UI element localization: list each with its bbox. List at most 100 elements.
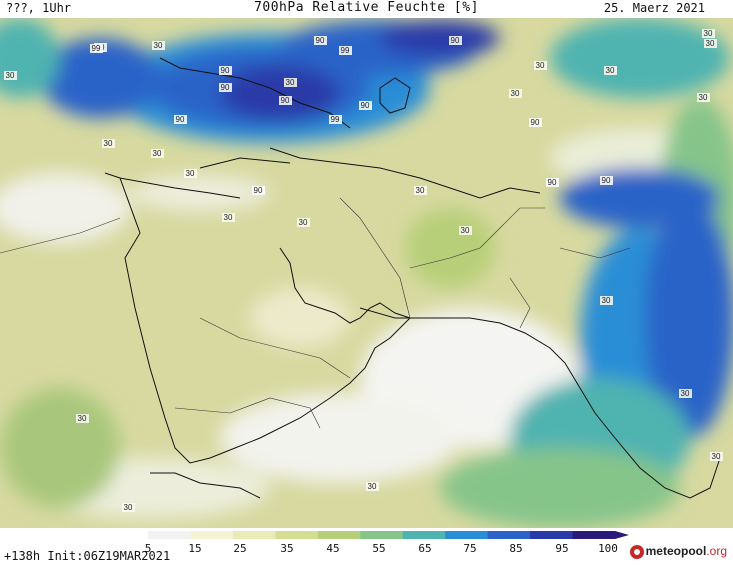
contour-label: 30 (699, 93, 708, 102)
contour-label: 90 (176, 115, 185, 124)
humidity-field (0, 18, 733, 528)
contour-label: 30 (706, 39, 715, 48)
contour-label: 30 (416, 186, 425, 195)
colorbar-label: 35 (280, 542, 294, 555)
colorbar-swatch (402, 531, 446, 539)
colorbar-swatch (360, 531, 404, 539)
contour-label-bg (534, 61, 547, 70)
contour-label-bg (184, 169, 197, 178)
colorbar-label: 85 (509, 542, 523, 555)
contour-label-bg (152, 41, 165, 50)
contour-label-bg (219, 83, 232, 92)
contour-label-bg (76, 414, 89, 423)
colorbar (148, 531, 629, 539)
contour-label: 30 (461, 226, 470, 235)
init-time: +138h Init:06Z19MAR2021 (4, 549, 171, 563)
colorbar-label: 55 (372, 542, 386, 555)
contour-label-bg (219, 66, 232, 75)
contour-label: 30 (712, 452, 721, 461)
meteopool-logo[interactable]: meteopool.org (629, 544, 727, 559)
contour-label-bg (679, 389, 692, 398)
contour-label-bg (529, 118, 542, 127)
colorbar-label: 65 (418, 542, 432, 555)
colorbar-label: 100 (598, 542, 618, 555)
contour-label: 30 (186, 169, 195, 178)
contour-label: 30 (78, 414, 87, 423)
colorbar-label: 75 (463, 542, 477, 555)
valid-date: 25. Maerz 2021 (603, 1, 705, 15)
contour-label: 90 (221, 66, 230, 75)
contour-label-bg (449, 36, 462, 45)
contour-label-bg (174, 115, 187, 124)
contour-label: 30 (681, 389, 690, 398)
contour-label-bg (604, 66, 617, 75)
contour-label-bg (151, 149, 164, 158)
colorbar-swatch (445, 531, 489, 539)
contour-label-bg (600, 176, 613, 185)
colorbar-swatch (317, 531, 361, 539)
contour-label-bg (600, 296, 613, 305)
country-borders (0, 197, 631, 429)
contour-label-bg (222, 213, 235, 222)
colorbar-swatch (275, 531, 319, 539)
contour-label: 90 (281, 96, 290, 105)
contour-label: 90 (221, 83, 230, 92)
logo-suffix: .org (706, 544, 727, 558)
colorbar-swatch (148, 531, 191, 539)
contour-label: 30 (286, 78, 295, 87)
logo-text: meteopool (645, 544, 707, 558)
contour-label: 30 (104, 139, 113, 148)
contour-label: 30 (124, 503, 133, 512)
contour-label: 30 (536, 61, 545, 70)
colorbar-label: 25 (233, 542, 247, 555)
contour-label: 30 (299, 218, 308, 227)
contour-label: 30 (606, 66, 615, 75)
contour-label: 30 (224, 213, 233, 222)
contour-labels: 3090993090999030303030909090309090909990… (4, 29, 723, 512)
contour-label-bg (90, 44, 103, 53)
contour-label: 99 (341, 46, 350, 55)
colorbar-label: 5 (144, 542, 152, 555)
contour-label: 99 (92, 44, 101, 53)
contour-label-bg (329, 115, 342, 124)
colorbar-label: 15 (188, 542, 202, 555)
contour-label-bg (546, 178, 559, 187)
humidity-map: 3090993090999030303030909090309090909990… (0, 18, 733, 528)
contour-label-bg (284, 78, 297, 87)
contour-label: 30 (511, 89, 520, 98)
contour-label-bg (710, 452, 723, 461)
logo-icon (629, 544, 644, 559)
contour-label-bg (297, 218, 310, 227)
contour-label: 90 (254, 186, 263, 195)
valid-weekday-hour: ???, 1Uhr (6, 1, 72, 15)
contour-label: 30 (602, 296, 611, 305)
colorbar-swatch (572, 531, 616, 539)
contour-label-bg (459, 226, 472, 235)
contour-label: 90 (548, 178, 557, 187)
contour-label-bg (252, 186, 265, 195)
contour-label-bg (702, 29, 715, 38)
contour-label: 90 (602, 176, 611, 185)
coastlines (104, 57, 721, 499)
colorbar-arrow (615, 531, 629, 539)
contour-label: 30 (153, 149, 162, 158)
contour-label-bg (279, 96, 292, 105)
contour-label-bg (122, 503, 135, 512)
contour-label: 30 (154, 41, 163, 50)
contour-label: 30 (6, 71, 15, 80)
contour-label-bg (704, 39, 717, 48)
contour-label-bg (359, 101, 372, 110)
colorbar-swatch (487, 531, 531, 539)
colorbar-swatch (232, 531, 276, 539)
contour-label: 90 (451, 36, 460, 45)
colorbar-swatch (530, 531, 574, 539)
chart-header: ???, 1Uhr 700hPa Relative Feuchte [%] 25… (0, 0, 733, 18)
colorbar-label: 45 (326, 542, 340, 555)
colorbar-swatches (148, 531, 629, 539)
chart-title: 700hPa Relative Feuchte [%] (254, 0, 479, 15)
contour-label-bg (4, 71, 17, 80)
contour-label-bg (339, 46, 352, 55)
colorbar-labels: 5 15 25 35 45 55 65 75 85 95 100 (0, 542, 733, 556)
contour-label-bg (697, 93, 710, 102)
colorbar-label: 95 (555, 542, 569, 555)
